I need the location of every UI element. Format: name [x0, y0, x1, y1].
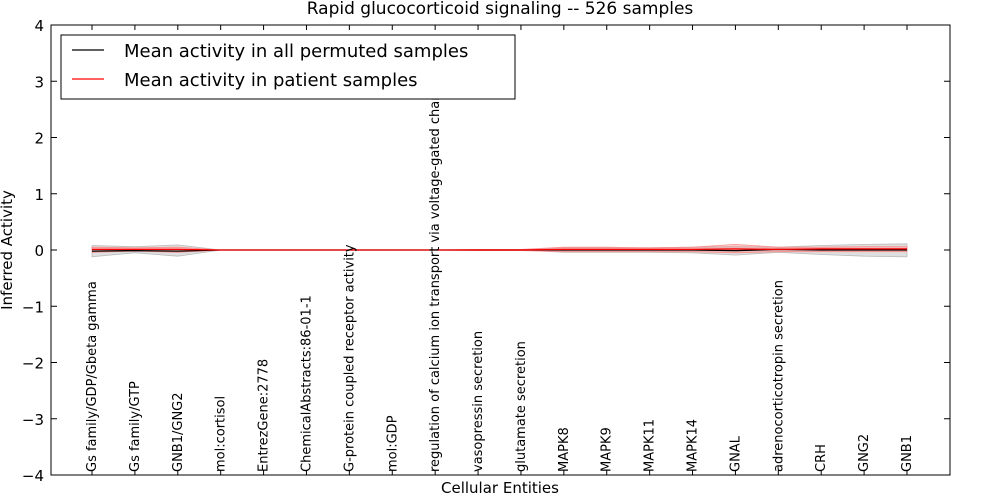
y-tick-label: 3 — [34, 73, 44, 91]
category-label: mol:GDP — [385, 415, 400, 472]
category-label: glutamate secretion — [514, 341, 529, 472]
chart-title: Rapid glucocorticoid signaling -- 526 sa… — [307, 0, 694, 19]
x-axis-ticks — [91, 25, 908, 475]
category-label: adrenocorticotropin secretion — [771, 280, 786, 472]
category-label: Gs family/GDP/Gbeta gamma — [85, 281, 100, 472]
category-labels: Gs family/GDP/Gbeta gamma Gs family/GTP GN… — [85, 73, 915, 472]
x-axis-label: Cellular Entities — [441, 479, 559, 497]
y-tick-label: 4 — [34, 17, 44, 35]
y-tick-label: 0 — [34, 242, 44, 260]
category-label: MAPK14 — [686, 419, 701, 472]
category-label: EntrezGene:2778 — [257, 359, 272, 472]
legend: Mean activity in all permuted samples Me… — [60, 34, 516, 100]
category-label: MAPK11 — [643, 419, 658, 472]
legend-label-patient: Mean activity in patient samples — [124, 70, 418, 91]
y-axis: −4 −3 −2 −1 0 1 2 3 4 — [22, 17, 950, 485]
legend-label-permuted: Mean activity in all permuted samples — [124, 41, 468, 62]
legend-box — [60, 34, 516, 100]
category-label: GNG2 — [857, 434, 872, 472]
category-label: MAPK8 — [557, 427, 572, 472]
y-tick-label: −2 — [22, 355, 44, 373]
category-label: MAPK9 — [600, 427, 615, 472]
y-tick-label: −3 — [22, 411, 44, 429]
category-label: ChemicalAbstracts:86-01-1 — [300, 295, 315, 472]
y-axis-label: Inferred Activity — [0, 190, 16, 310]
series-line-patient — [92, 248, 907, 251]
category-label: Gs family/GTP — [128, 381, 143, 472]
category-label: CRH — [814, 444, 829, 472]
category-label: GNB1 — [900, 435, 915, 472]
y-tick-label: −4 — [22, 467, 44, 485]
category-label: GNB1/GNG2 — [171, 392, 186, 472]
y-tick-label: 2 — [34, 130, 44, 148]
series-lines — [91, 248, 907, 252]
y-tick-label: −1 — [22, 298, 44, 316]
category-label: vasopressin secretion — [471, 331, 486, 472]
category-label: G-protein coupled receptor activity — [342, 244, 357, 472]
category-label: mol:cortisol — [214, 396, 229, 472]
category-label: regulation of calcium ion transport via … — [428, 73, 443, 472]
band-patient-range — [91, 243, 908, 254]
category-label: GNAL — [728, 435, 743, 472]
y-tick-label: 1 — [34, 186, 44, 204]
